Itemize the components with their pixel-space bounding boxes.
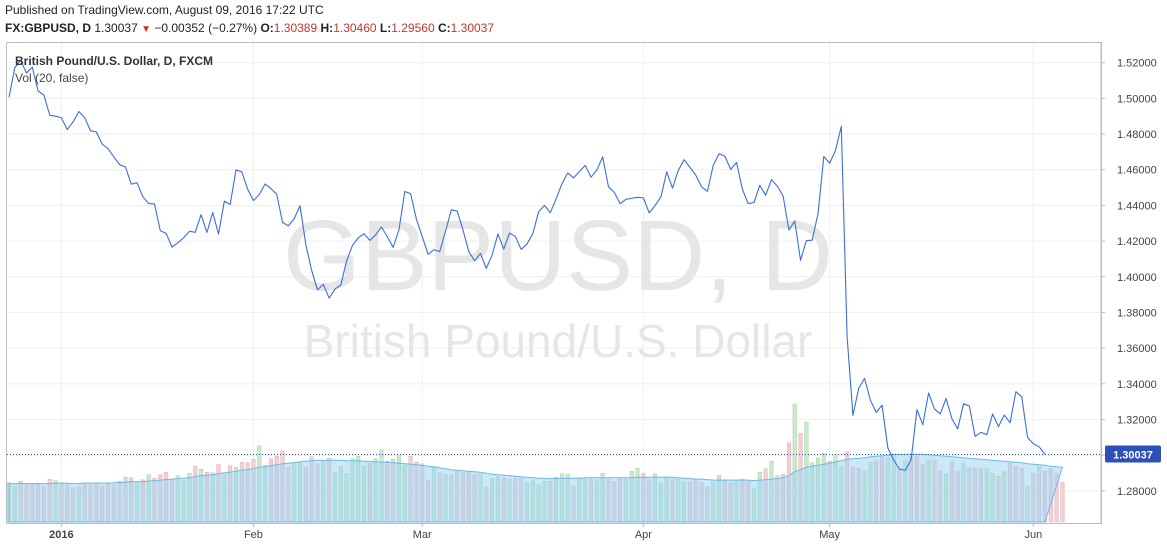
high-label: H: (320, 21, 334, 35)
chart-legend: British Pound/U.S. Dollar, D, FXCM Vol (… (15, 53, 213, 87)
last-price-marker: 1.30037 (1105, 445, 1161, 463)
volume-bar (1060, 481, 1065, 523)
y-tick-label: 1.50000 (1117, 93, 1157, 105)
price-axis: 1.52000 1.50000 1.48000 1.46000 1.44000 1.420… (1100, 43, 1157, 523)
y-tick-label: 1.46000 (1117, 165, 1157, 177)
low-label: L: (379, 21, 392, 35)
open-label: O: (260, 21, 274, 35)
x-tick-label: Mar (413, 529, 432, 541)
close-label: C: (437, 21, 451, 35)
down-arrow-icon: ▼ (141, 24, 151, 35)
low-value: 1.29560 (391, 21, 435, 35)
y-tick-label: 1.48000 (1117, 129, 1157, 141)
close-value: 1.30037 (450, 21, 495, 35)
watermark-description: British Pound/U.S. Dollar (304, 315, 813, 367)
chart-grid (7, 43, 1101, 523)
y-tick-label: 1.40000 (1117, 272, 1157, 284)
price-series-line (8, 59, 1046, 471)
y-tick-label: 1.36000 (1117, 343, 1157, 355)
y-tick-label: 1.28000 (1117, 486, 1157, 498)
last-price-value: 1.30037 (1113, 450, 1153, 462)
volume-ma-area (8, 453, 1064, 523)
x-tick-label: Jun (1024, 529, 1042, 541)
legend-main-series[interactable]: British Pound/U.S. Dollar, D, FXCM (15, 54, 214, 68)
price-change: −0.00352 (−0.27%) (154, 21, 258, 35)
published-attribution: Published on TradingView.com, August 09,… (5, 3, 324, 17)
high-value: 1.30460 (333, 21, 377, 35)
y-tick-label: 1.42000 (1117, 236, 1157, 248)
time-axis: 2016FebMarAprMayJunJulAug22 (49, 523, 1042, 541)
legend-volume-indicator[interactable]: Vol (20, false) (15, 71, 89, 85)
ohlc-header: FX:GBPUSD, D 1.30037 ▼ −0.00352 (−0.27%)… (5, 21, 494, 35)
last-price-box (1105, 445, 1161, 463)
y-tick-label: 1.34000 (1117, 379, 1157, 391)
x-tick-label: Apr (635, 529, 652, 541)
open-value: 1.30389 (273, 21, 318, 35)
watermark-symbol: GBPUSD, D (283, 200, 833, 312)
x-tick-label: 2016 (49, 529, 73, 541)
last-price: 1.30037 (94, 21, 138, 35)
y-tick-label: 1.52000 (1117, 58, 1157, 70)
y-tick-label: 1.32000 (1117, 415, 1157, 427)
x-tick-label: May (819, 529, 840, 541)
y-tick-label: 1.44000 (1117, 200, 1157, 212)
x-tick-label: Feb (244, 529, 263, 541)
symbol-label[interactable]: FX:GBPUSD, D (5, 21, 92, 35)
y-tick-label: 1.38000 (1117, 307, 1157, 319)
